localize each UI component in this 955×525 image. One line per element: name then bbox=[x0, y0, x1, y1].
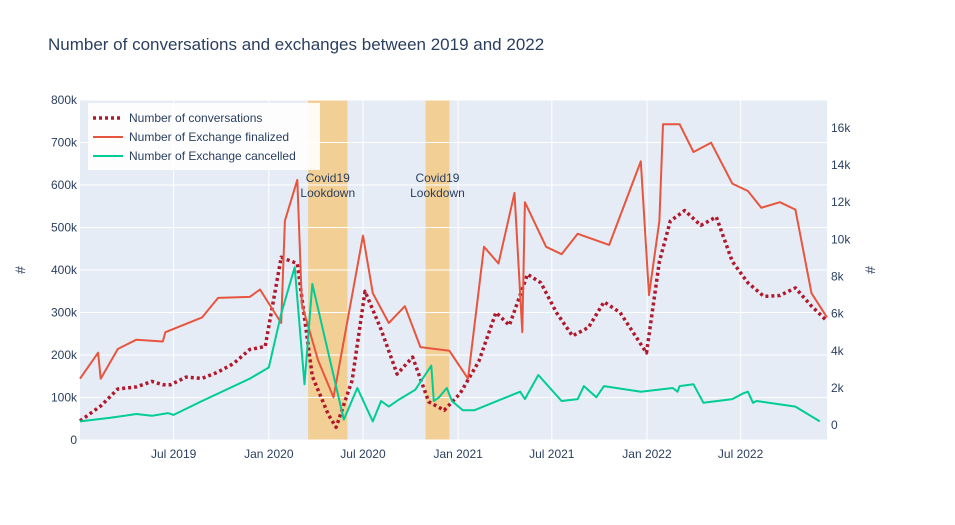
y-axis-label-right: # bbox=[862, 266, 878, 274]
covid-lockdown-label-line2-0: Lookdown bbox=[300, 186, 355, 200]
y-tick-left-8: 800k bbox=[51, 93, 78, 107]
series-line-exchange-cancelled bbox=[79, 266, 821, 423]
y-tick-right-4: 8k bbox=[831, 270, 845, 284]
y-tick-left-5: 500k bbox=[51, 221, 78, 235]
legend-label-finalized[interactable]: Number of Exchange finalized bbox=[129, 130, 289, 144]
covid-lockdown-label-line1-1: Covid19 bbox=[415, 171, 459, 185]
y-tick-left-2: 200k bbox=[51, 348, 78, 362]
x-tick-6: Jul 2022 bbox=[718, 447, 764, 461]
y-tick-right-6: 12k bbox=[831, 195, 851, 209]
covid-lockdown-label-line2-1: Lookdown bbox=[410, 186, 465, 200]
y-tick-right-1: 2k bbox=[831, 381, 845, 395]
x-tick-4: Jul 2021 bbox=[529, 447, 575, 461]
y-tick-left-1: 100k bbox=[51, 391, 78, 405]
series-line-exchange-finalized bbox=[79, 123, 828, 399]
x-tick-1: Jan 2020 bbox=[244, 447, 294, 461]
legend[interactable]: Number of conversations Number of Exchan… bbox=[88, 103, 320, 170]
x-tick-5: Jan 2022 bbox=[622, 447, 672, 461]
y-axis-label-left: # bbox=[12, 266, 28, 274]
chart-title: Number of conversations and exchanges be… bbox=[48, 35, 544, 54]
y-tick-left-0: 0 bbox=[70, 433, 77, 447]
covid-lockdown-label-line1-0: Covid19 bbox=[306, 171, 350, 185]
y-tick-right-7: 14k bbox=[831, 158, 851, 172]
y-tick-left-7: 700k bbox=[51, 136, 78, 150]
x-tick-0: Jul 2019 bbox=[151, 447, 197, 461]
x-tick-2: Jul 2020 bbox=[340, 447, 386, 461]
axes: 0 100k 200k 300k 400k 500k 600k 700k 800k Jul 201… bbox=[51, 93, 851, 461]
legend-background bbox=[88, 103, 320, 170]
y-tick-left-3: 300k bbox=[51, 306, 78, 320]
y-tick-right-0: 0 bbox=[831, 418, 838, 432]
gridlines bbox=[80, 99, 827, 441]
legend-label-cancelled[interactable]: Number of Exchange cancelled bbox=[129, 149, 296, 163]
y-tick-right-3: 6k bbox=[831, 307, 845, 321]
y-tick-right-5: 10k bbox=[831, 232, 851, 246]
series-lines bbox=[78, 123, 829, 430]
y-tick-left-6: 600k bbox=[51, 178, 78, 192]
y-tick-left-4: 400k bbox=[51, 263, 78, 277]
series-line-conversations bbox=[78, 208, 829, 430]
x-tick-3: Jan 2021 bbox=[433, 447, 483, 461]
y-tick-right-8: 16k bbox=[831, 121, 851, 135]
legend-label-conversations[interactable]: Number of conversations bbox=[129, 111, 262, 125]
y-tick-right-2: 4k bbox=[831, 344, 845, 358]
